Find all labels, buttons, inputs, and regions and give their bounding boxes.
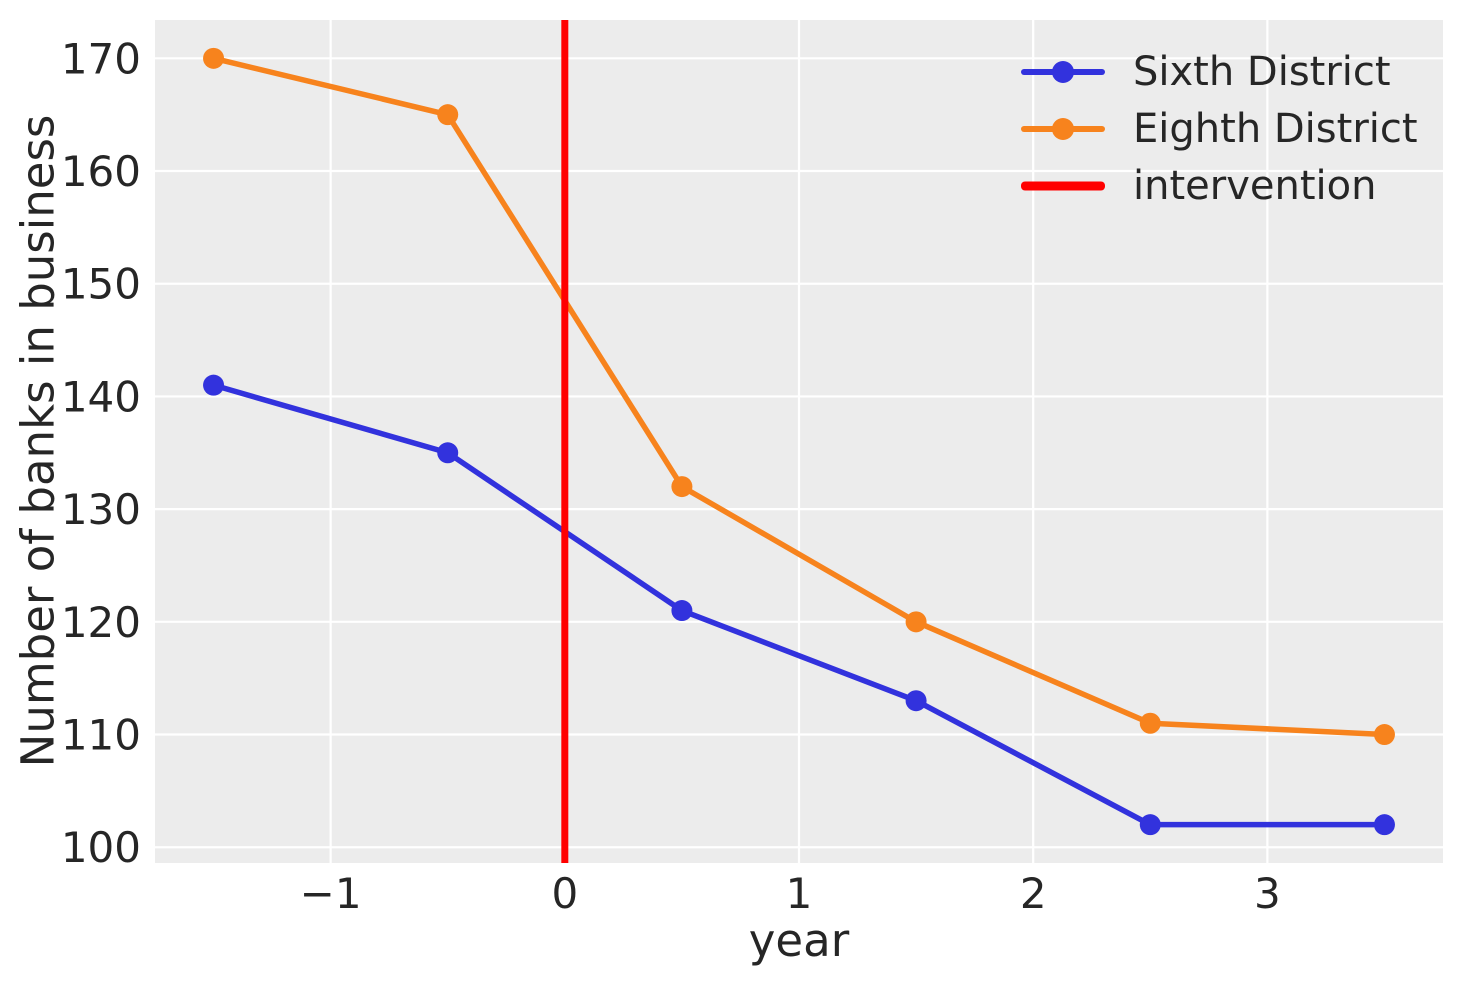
legend-item-sixth-district: Sixth District (1021, 43, 1418, 100)
y-tick-label: 160 (61, 147, 141, 196)
legend-label-intervention: intervention (1133, 162, 1377, 209)
data-point-sixth-district (671, 600, 693, 622)
legend-item-eighth-district: Eighth District (1021, 100, 1418, 157)
x-tick-label: 1 (786, 869, 813, 918)
legend-line-dot-icon (1021, 116, 1105, 142)
series-line-sixth-district (210, 382, 1388, 828)
legend-dot-swatch (1052, 60, 1074, 83)
legend-dot-swatch (1052, 117, 1074, 140)
legend-line-swatch (1021, 181, 1105, 190)
data-point-eighth-district (671, 476, 693, 498)
data-point-sixth-district (1139, 814, 1161, 836)
y-tick-label: 170 (61, 34, 141, 83)
y-tick-label: 150 (61, 260, 141, 309)
y-tick-label: 130 (61, 485, 141, 534)
x-tick-label: 2 (1020, 869, 1047, 918)
y-tick-label: 110 (61, 711, 141, 760)
data-point-eighth-district (437, 104, 459, 126)
data-point-sixth-district (437, 442, 459, 464)
legend: Sixth District Eighth District intervent… (1021, 43, 1418, 214)
legend-line-dot-icon (1021, 59, 1105, 85)
x-tick-label: 3 (1254, 869, 1281, 918)
data-point-eighth-district (1139, 712, 1161, 734)
y-tick-label: 120 (61, 598, 141, 647)
x-tick-label: −1 (300, 869, 362, 918)
data-point-eighth-district (1373, 724, 1395, 746)
legend-item-intervention: intervention (1021, 157, 1418, 214)
legend-label-sixth-district: Sixth District (1133, 48, 1391, 95)
x-tick-label: 0 (551, 869, 578, 918)
data-point-sixth-district (905, 690, 927, 712)
y-tick-label: 100 (61, 823, 141, 872)
data-point-sixth-district (1373, 814, 1395, 836)
legend-thick-line-icon (1021, 173, 1105, 199)
y-tick-label: 140 (61, 372, 141, 421)
series-line-eighth-district (210, 55, 1388, 738)
y-axis-label: Number of banks in business (11, 114, 65, 768)
legend-label-eighth-district: Eighth District (1133, 105, 1418, 152)
data-point-eighth-district (203, 47, 225, 69)
x-axis-label: year (748, 914, 850, 967)
data-point-eighth-district (905, 611, 927, 633)
data-point-sixth-district (203, 374, 225, 396)
